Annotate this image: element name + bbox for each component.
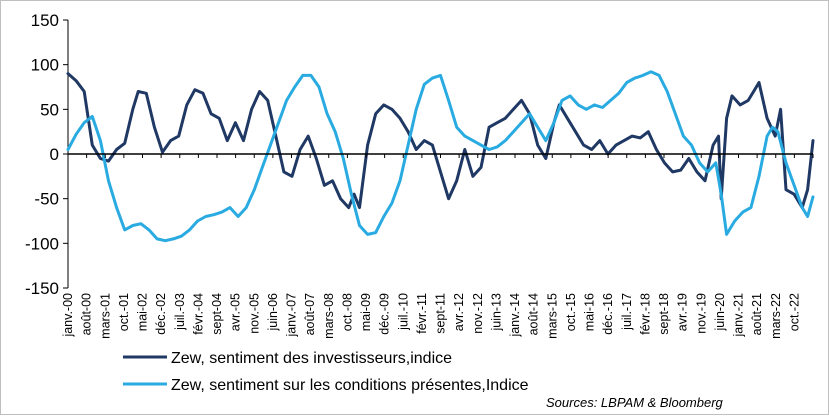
- x-axis: janv.-00 août-00 mars-01 oct.-01 mai-02 déc.-…: [61, 154, 814, 339]
- x-tick-label: févr.-11: [415, 293, 429, 334]
- x-tick-label: août-21: [750, 293, 764, 335]
- y-tick-label: 50: [40, 100, 59, 119]
- legend: Zew, sentiment des investisseurs,indice Z…: [123, 350, 529, 394]
- y-tick-label: 150: [31, 11, 59, 30]
- x-tick-label: oct.-01: [117, 293, 131, 331]
- x-tick-label: janv.-14: [508, 293, 522, 338]
- x-tick-label: nov.-05: [247, 293, 261, 334]
- x-tick-label: août-07: [303, 293, 317, 335]
- x-tick-label: janv.-21: [732, 293, 746, 338]
- x-tick-label: mars-22: [769, 293, 783, 339]
- x-tick-label: janv.-00: [61, 293, 75, 338]
- x-tick-label: juin-06: [266, 293, 280, 332]
- x-tick-label: juil.-03: [173, 293, 187, 331]
- x-tick-label: mai-16: [583, 293, 597, 331]
- y-tick-label: -100: [25, 234, 59, 253]
- x-tick-label: août-14: [527, 293, 541, 335]
- series-line-2: [66, 70, 815, 243]
- series-line-1: [66, 72, 815, 210]
- x-tick-label: nov.-12: [471, 293, 485, 334]
- x-tick-label: mai-09: [359, 293, 373, 331]
- y-axis: -150 -100 -50 0 50 100 150: [25, 11, 68, 298]
- x-tick-label: févr.-18: [638, 293, 652, 335]
- x-tick-label: déc.-16: [601, 293, 615, 335]
- y-tick-label: 0: [50, 145, 59, 164]
- x-tick-label: juin-13: [489, 293, 503, 332]
- source-note: Sources: LBPAM & Bloomberg: [546, 395, 724, 410]
- x-tick-label: juil.-17: [620, 293, 634, 331]
- x-tick-label: avr.-19: [676, 293, 690, 331]
- x-tick-label: mai-02: [136, 293, 150, 331]
- y-tick-label: -150: [25, 279, 59, 298]
- x-tick-label: mars-08: [322, 293, 336, 339]
- x-tick-label: sept-04: [210, 293, 224, 335]
- x-tick-label: oct.-22: [787, 293, 801, 331]
- y-tick-label: -50: [34, 190, 59, 209]
- x-tick-label: déc.-09: [378, 293, 392, 335]
- x-tick-label: sept-18: [657, 293, 671, 335]
- legend-label-1: Zew, sentiment des investisseurs,indice: [171, 350, 452, 367]
- x-tick-label: avr.-12: [452, 293, 466, 331]
- x-tick-label: nov.-19: [694, 293, 708, 334]
- x-tick-label: mars-01: [98, 293, 112, 339]
- y-tick-label: 100: [31, 56, 59, 75]
- x-tick-label: sept-11: [434, 293, 448, 334]
- x-tick-label: mars-15: [545, 293, 559, 339]
- x-tick-label: avr.-05: [229, 293, 243, 331]
- legend-label-2: Zew, sentiment sur les conditions présen…: [171, 377, 529, 394]
- x-tick-label: janv.-07: [285, 293, 299, 338]
- x-tick-label: oct.-08: [340, 293, 354, 331]
- x-tick-label: juil.-10: [396, 293, 410, 331]
- x-tick-label: juin-20: [713, 293, 727, 332]
- x-tick-label: oct.-15: [564, 293, 578, 331]
- x-tick-label: déc.-02: [154, 293, 168, 335]
- series-lines: [66, 70, 815, 243]
- x-tick-label: févr.-04: [191, 293, 205, 335]
- x-tick-label: août-00: [80, 293, 94, 335]
